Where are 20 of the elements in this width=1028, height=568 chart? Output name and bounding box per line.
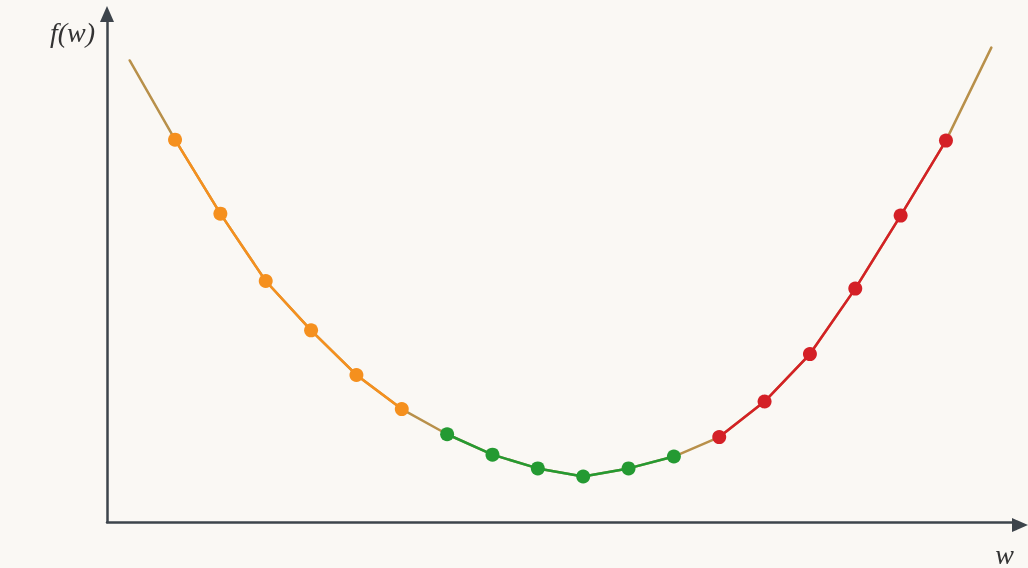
point: [712, 430, 727, 445]
point: [440, 427, 455, 442]
y-axis-title: f(w): [49, 16, 95, 48]
point: [304, 323, 319, 338]
point: [394, 402, 409, 417]
point: [349, 367, 364, 382]
point: [485, 447, 500, 462]
point: [576, 469, 591, 484]
point: [893, 208, 908, 223]
point: [621, 461, 636, 476]
point: [213, 206, 228, 221]
x-axis-title: w: [995, 538, 1015, 568]
point: [938, 133, 953, 148]
point: [258, 274, 273, 289]
point: [757, 394, 772, 409]
point: [802, 347, 817, 362]
point: [666, 449, 681, 464]
point: [168, 132, 183, 147]
point: [848, 281, 863, 296]
point: [530, 461, 545, 476]
